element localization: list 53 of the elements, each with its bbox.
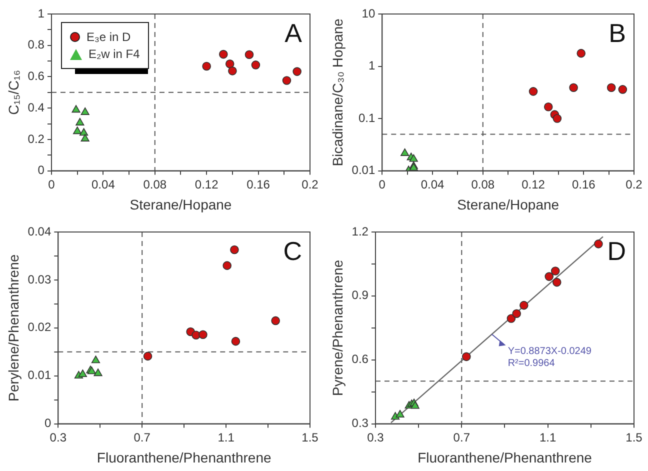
- y-tick-label: 0.6: [352, 352, 369, 366]
- x-axis-title: Fluoranthene/Phenanthrene: [96, 449, 272, 466]
- x-tick-label: 0.2: [626, 177, 643, 192]
- annotation: R²=0.9964: [508, 358, 556, 370]
- y-tick-label: 0.2: [28, 132, 45, 146]
- y-axis-title: Pyrene/Phenanthrene: [329, 260, 346, 396]
- y-tick-label: 0.6: [28, 69, 45, 84]
- y-tick-label: 0.01: [352, 163, 376, 178]
- x-tick-label: 0.16: [572, 177, 596, 192]
- y-tick-label: 1.2: [352, 224, 369, 238]
- x-tick-label: 1.5: [626, 430, 643, 444]
- y-tick-label: 10: [362, 6, 376, 20]
- legend-label: E₂w in F4: [88, 47, 140, 61]
- y-tick-label: 0.03: [28, 272, 52, 286]
- y-tick-label: 0.8: [28, 38, 45, 52]
- annotation: D: [607, 236, 626, 266]
- y-tick-label: 0.01: [28, 368, 52, 382]
- x-tick-label: 1.1: [539, 430, 556, 444]
- y-tick-label: 0: [44, 416, 52, 430]
- y-tick-label: 0.02: [28, 320, 52, 334]
- y-tick-label: 0.9: [352, 288, 369, 302]
- x-tick-label: 0.12: [522, 177, 546, 192]
- y-tick-label: 1: [368, 58, 376, 73]
- y-tick-label: 0.1: [358, 110, 376, 125]
- x-tick-label: 0.7: [134, 430, 151, 444]
- x-tick-label: 0: [378, 177, 386, 192]
- y-tick-label: 0.3: [352, 416, 369, 430]
- x-tick-label: 0.2: [302, 177, 319, 192]
- y-tick-label: 0.4: [28, 100, 45, 114]
- y-tick-label: 0.04: [28, 224, 52, 238]
- annotation: C: [283, 236, 302, 266]
- y-axis-title: Bicadinane/C₃₀ Hopane: [329, 18, 346, 166]
- annotation: A: [284, 18, 303, 48]
- x-tick-label: 0.16: [246, 177, 270, 192]
- y-tick-label: 0: [38, 163, 45, 178]
- x-axis-title: Fluoranthene/Phenanthrene: [418, 449, 592, 466]
- x-tick-label: 0.12: [194, 177, 219, 192]
- x-axis-title: Sterane/Hopane: [457, 196, 560, 212]
- x-tick-label: 0.08: [471, 177, 495, 192]
- x-tick-label: 0.04: [92, 177, 116, 192]
- y-tick-label: 1: [38, 6, 45, 20]
- y-axis-title: Perylene/Phenanthrene: [5, 254, 22, 402]
- x-tick-label: 1.5: [302, 430, 319, 444]
- x-axis-title: Sterane/Hopane: [130, 196, 232, 212]
- x-tick-label: 0.7: [453, 430, 470, 444]
- annotation: B: [608, 18, 626, 48]
- legend-label: E₃e in D: [86, 30, 131, 44]
- x-tick-label: 0.3: [50, 430, 67, 444]
- x-tick-label: 0.04: [420, 177, 445, 192]
- x-tick-label: 1.1: [218, 430, 235, 444]
- y-axis-title: C₁₅/C₁₆: [5, 70, 22, 115]
- annotation: Y=0.8873X-0.0249: [508, 346, 592, 358]
- x-tick-label: 0.08: [143, 177, 167, 192]
